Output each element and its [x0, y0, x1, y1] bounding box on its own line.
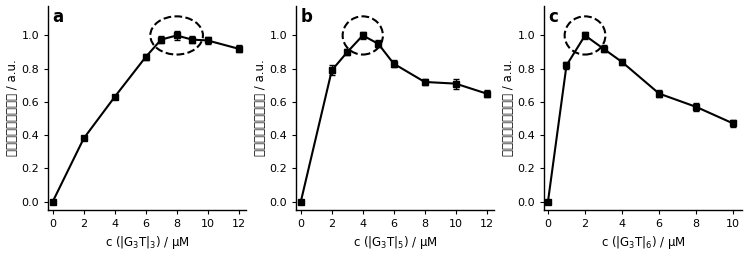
X-axis label: c (|G$_3$T|$_6$) / μM: c (|G$_3$T|$_6$) / μM [601, 234, 686, 251]
Y-axis label: 归一化的荧光强度値 / a.u.: 归一化的荧光强度値 / a.u. [254, 59, 266, 156]
Y-axis label: 归一化的荧光强度値 / a.u.: 归一化的荧光强度値 / a.u. [502, 59, 515, 156]
Text: b: b [300, 8, 312, 26]
X-axis label: c (|G$_3$T|$_3$) / μM: c (|G$_3$T|$_3$) / μM [105, 234, 190, 251]
Text: c: c [548, 8, 558, 26]
Y-axis label: 归一化的荧光强度値 / a.u.: 归一化的荧光强度値 / a.u. [5, 59, 19, 156]
Text: a: a [52, 8, 63, 26]
X-axis label: c (|G$_3$T|$_5$) / μM: c (|G$_3$T|$_5$) / μM [353, 234, 438, 251]
